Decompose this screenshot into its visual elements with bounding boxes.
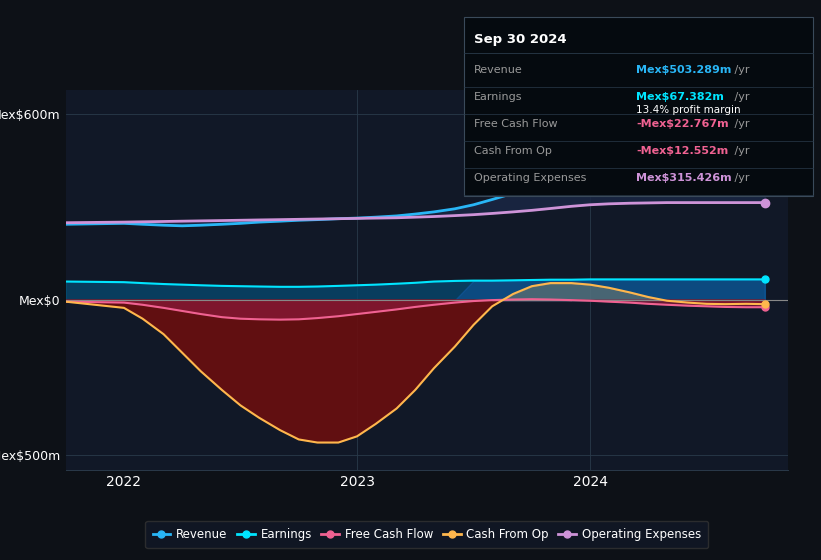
Text: Operating Expenses: Operating Expenses <box>474 172 586 183</box>
Text: Mex$67.382m: Mex$67.382m <box>636 92 724 102</box>
Text: Revenue: Revenue <box>474 65 522 75</box>
Text: /yr: /yr <box>731 172 750 183</box>
Text: Earnings: Earnings <box>474 92 522 102</box>
Text: Mex$315.426m: Mex$315.426m <box>636 172 732 183</box>
Text: Free Cash Flow: Free Cash Flow <box>474 119 557 129</box>
Text: Mex$503.289m: Mex$503.289m <box>636 65 732 75</box>
Text: /yr: /yr <box>731 119 750 129</box>
Text: /yr: /yr <box>731 92 750 102</box>
Text: /yr: /yr <box>731 65 750 75</box>
Legend: Revenue, Earnings, Free Cash Flow, Cash From Op, Operating Expenses: Revenue, Earnings, Free Cash Flow, Cash … <box>145 521 709 548</box>
Text: -Mex$12.552m: -Mex$12.552m <box>636 146 728 156</box>
Text: Cash From Op: Cash From Op <box>474 146 552 156</box>
Text: 13.4% profit margin: 13.4% profit margin <box>636 105 741 115</box>
Text: Sep 30 2024: Sep 30 2024 <box>474 32 566 46</box>
Text: /yr: /yr <box>731 146 750 156</box>
Text: -Mex$22.767m: -Mex$22.767m <box>636 119 729 129</box>
